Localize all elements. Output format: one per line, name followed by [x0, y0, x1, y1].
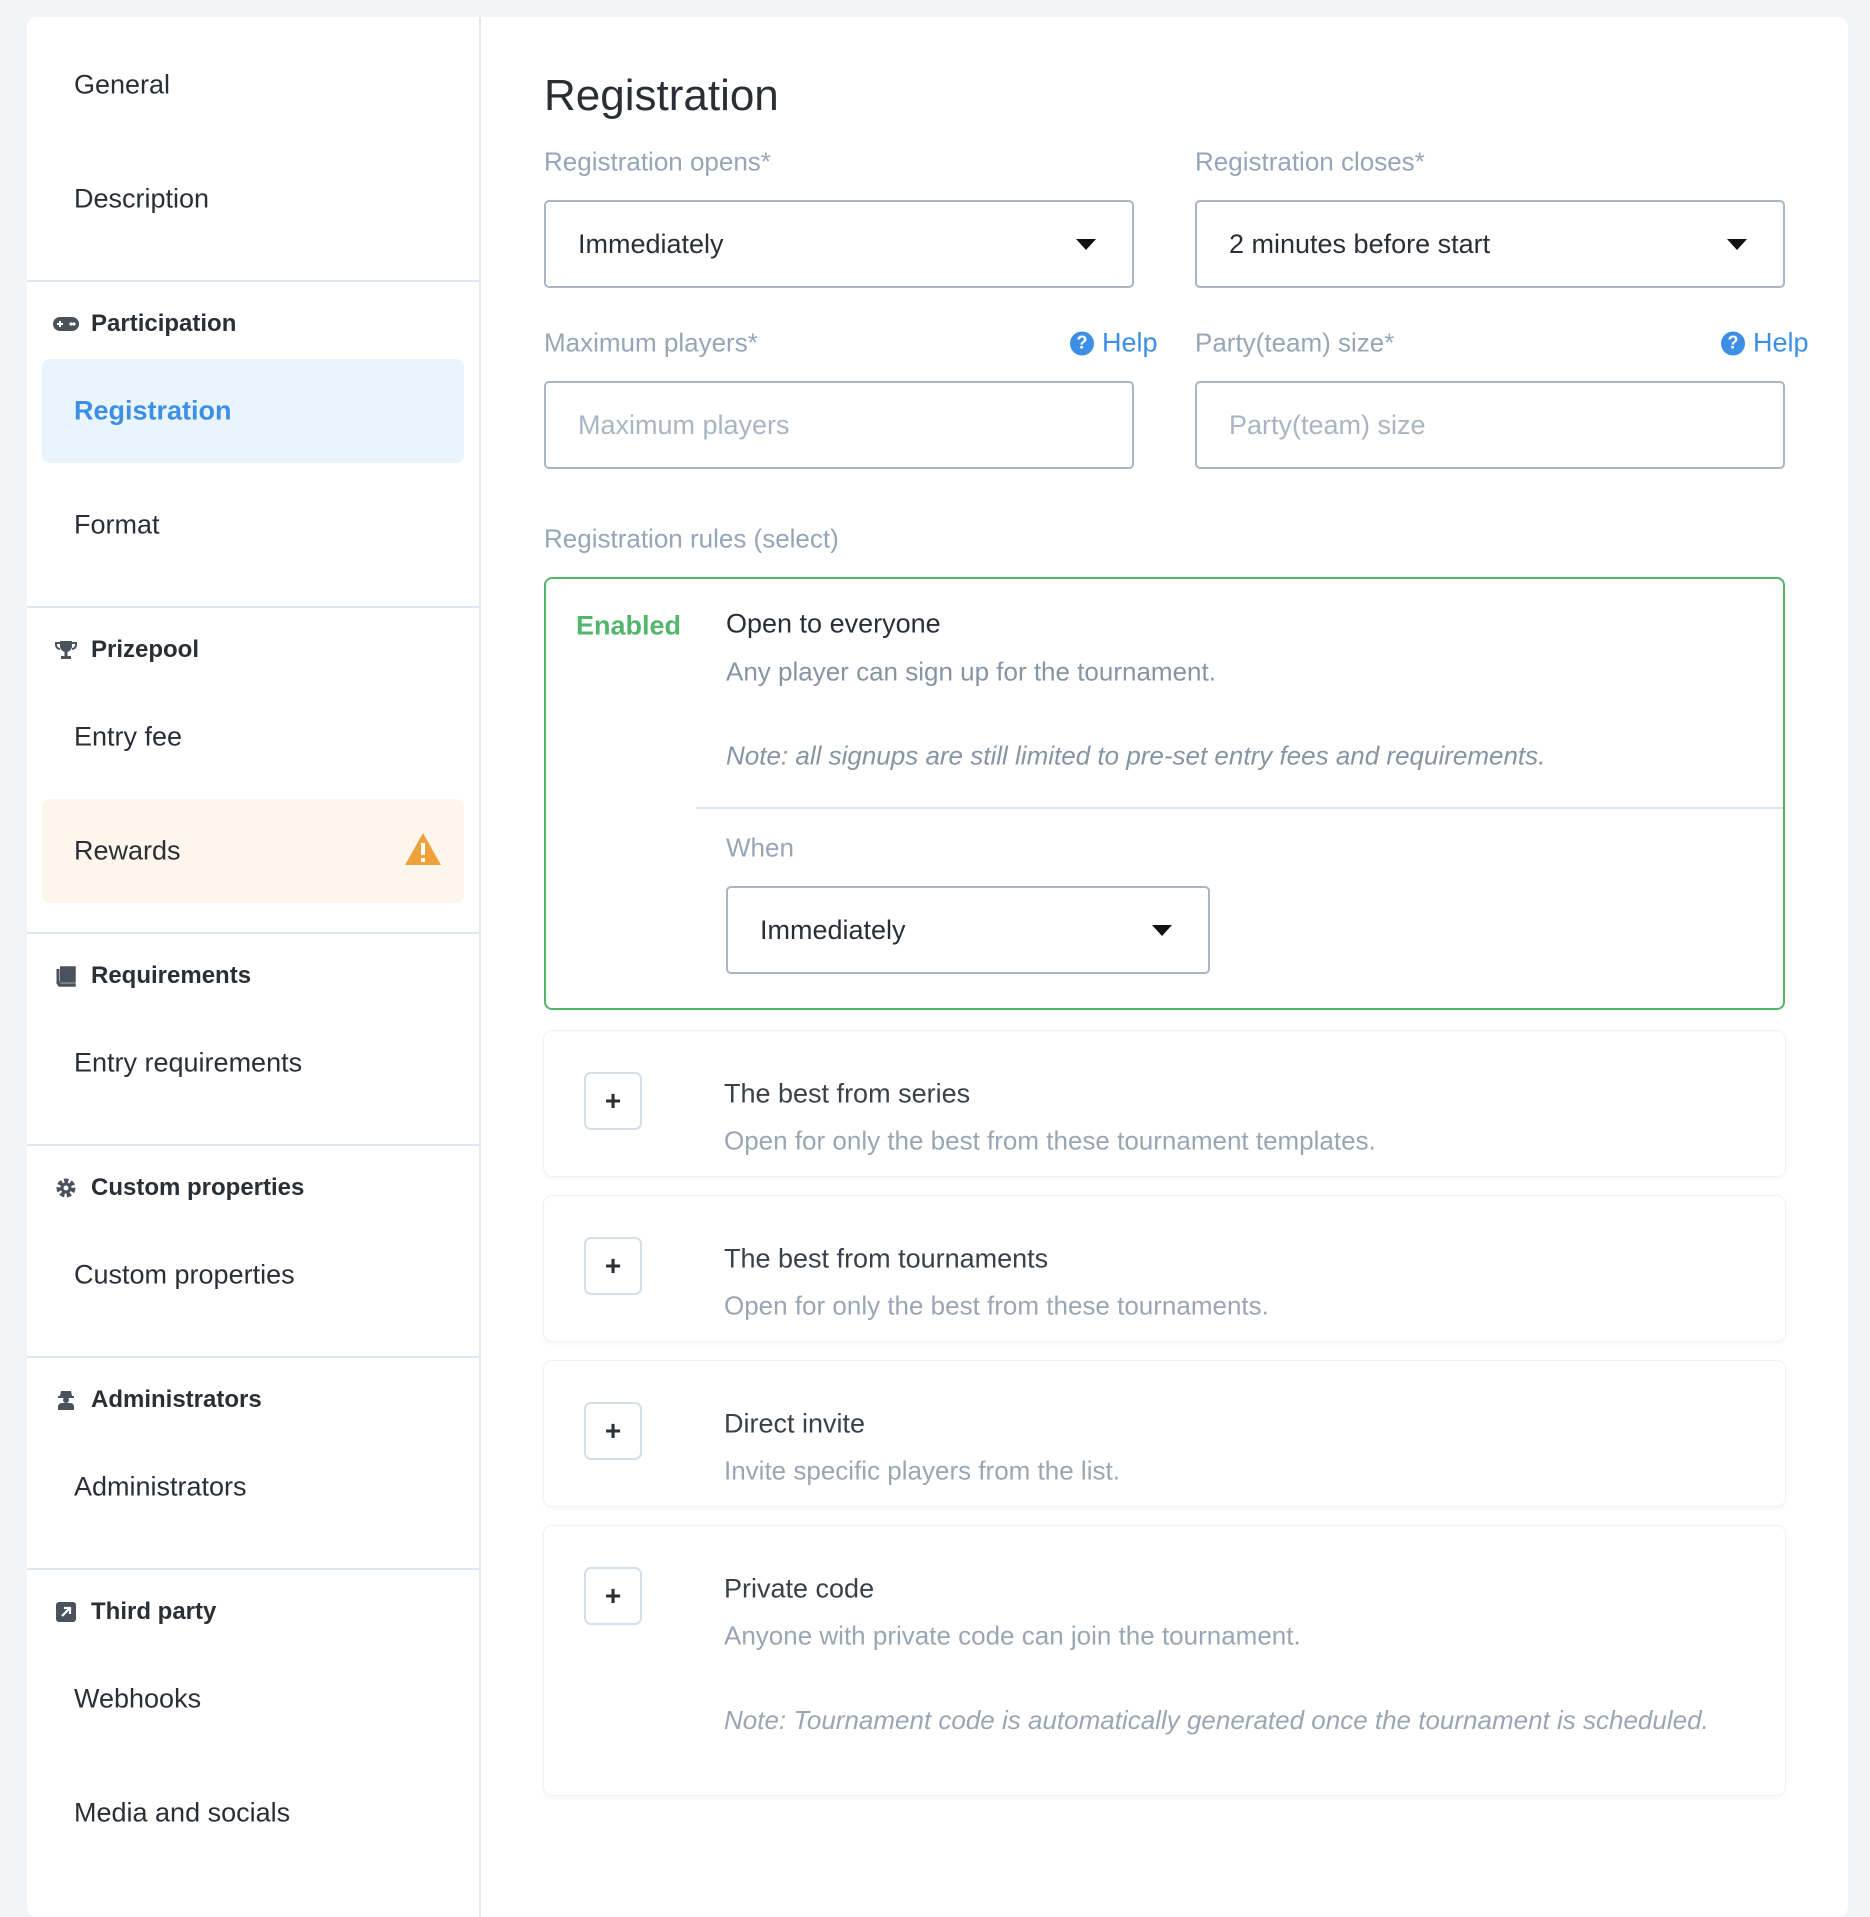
max-players-help-link[interactable]: ? Help: [1070, 328, 1158, 359]
divider: [696, 807, 1783, 809]
divider: [27, 1144, 479, 1146]
registration-rules-label: Registration rules (select): [544, 523, 839, 554]
group-title: Administrators: [91, 1386, 262, 1413]
sidebar-item-rewards[interactable]: Rewards: [74, 835, 181, 866]
group-title: Third party: [91, 1598, 217, 1625]
gear-icon: [56, 1178, 76, 1198]
max-players-label: Maximum players*: [544, 327, 758, 358]
group-requirements: Requirements: [53, 962, 251, 990]
group-custom-properties: Custom properties: [53, 1174, 304, 1202]
selected-value: Immediately: [578, 228, 724, 259]
help-label: Help: [1753, 327, 1809, 358]
caret-down-icon: [1076, 239, 1096, 250]
registration-opens-label: Registration opens*: [544, 146, 771, 177]
sidebar: General Description Participation Regist…: [27, 17, 481, 1917]
sidebar-item-general[interactable]: General: [74, 69, 171, 100]
sidebar-item-registration[interactable]: Registration: [74, 395, 232, 426]
rule-best-from-series: + The best from series Open for only the…: [544, 1031, 1785, 1176]
rule-direct-invite: + Direct invite Invite specific players …: [544, 1361, 1785, 1506]
group-participation: Participation: [53, 310, 236, 338]
rule-title: The best from series: [724, 1078, 971, 1109]
rule-note: Note: Tournament code is automatically g…: [724, 1705, 1709, 1735]
group-title: Requirements: [91, 962, 252, 989]
group-title: Prizepool: [91, 636, 200, 663]
group-title: Participation: [91, 310, 237, 337]
rule-note: Note: all signups are still limited to p…: [726, 740, 1546, 771]
add-rule-button[interactable]: +: [584, 1237, 642, 1295]
rule-description: Anyone with private code can join the to…: [724, 1620, 1301, 1651]
rule-open-to-everyone[interactable]: Enabled Open to everyone Any player can …: [544, 577, 1785, 1010]
sidebar-item-registration-active[interactable]: [42, 359, 464, 463]
registration-opens-select[interactable]: Immediately: [544, 200, 1134, 288]
party-size-help-link[interactable]: ? Help: [1721, 328, 1809, 359]
plus-icon: +: [604, 1580, 622, 1611]
divider: [27, 1568, 479, 1570]
sidebar-item-rewards-bg[interactable]: [42, 799, 464, 903]
add-rule-button[interactable]: +: [584, 1567, 642, 1625]
sidebar-item-entry-fee[interactable]: Entry fee: [74, 721, 183, 752]
caret-down-icon: [1152, 925, 1172, 936]
user-secret-icon: [58, 1391, 74, 1410]
divider: [27, 606, 479, 608]
external-link-icon: [56, 1602, 76, 1622]
plus-icon: +: [604, 1085, 622, 1116]
add-rule-button[interactable]: +: [584, 1072, 642, 1130]
registration-closes-select[interactable]: 2 minutes before start: [1195, 200, 1785, 288]
sidebar-item-description[interactable]: Description: [74, 183, 210, 214]
group-third-party: Third party: [53, 1598, 216, 1626]
group-title: Custom properties: [91, 1174, 305, 1201]
question-circle-icon: ?: [1721, 331, 1745, 355]
rule-private-code: + Private code Anyone with private code …: [544, 1526, 1785, 1795]
question-circle-icon: ?: [1070, 331, 1094, 355]
page-title: Registration: [544, 71, 779, 120]
divider: [27, 280, 479, 282]
sidebar-item-media-and-socials[interactable]: Media and socials: [74, 1797, 291, 1828]
caret-down-icon: [1727, 239, 1747, 250]
plus-icon: +: [604, 1250, 622, 1281]
registration-closes-label: Registration closes*: [1195, 146, 1425, 177]
add-rule-button[interactable]: +: [584, 1402, 642, 1460]
plus-icon: +: [604, 1415, 622, 1446]
gamepad-icon: [53, 317, 79, 331]
rule-description: Any player can sign up for the tournamen…: [726, 656, 1216, 687]
rule-description: Open for only the best from these tourna…: [724, 1290, 1269, 1321]
when-label: When: [726, 832, 794, 863]
when-select[interactable]: Immediately: [726, 886, 1210, 974]
rule-title: Open to everyone: [726, 608, 941, 639]
divider: [27, 1356, 479, 1358]
sidebar-item-entry-requirements[interactable]: Entry requirements: [74, 1047, 303, 1078]
sidebar-item-administrators[interactable]: Administrators: [74, 1471, 247, 1502]
enabled-badge: Enabled: [576, 610, 682, 641]
group-administrators: Administrators: [53, 1386, 262, 1414]
divider: [27, 932, 479, 934]
help-label: Help: [1102, 327, 1158, 358]
rule-title: The best from tournaments: [724, 1243, 1049, 1274]
party-size-input[interactable]: Party(team) size: [1195, 381, 1785, 469]
book-icon: [56, 966, 76, 987]
settings-card: General Description Participation Regist…: [27, 17, 1848, 1917]
rule-description: Open for only the best from these tourna…: [724, 1125, 1376, 1156]
selected-value: 2 minutes before start: [1229, 228, 1491, 259]
sidebar-item-custom-properties[interactable]: Custom properties: [74, 1259, 295, 1290]
sidebar-item-format[interactable]: Format: [74, 509, 160, 540]
sidebar-item-webhooks[interactable]: Webhooks: [74, 1683, 202, 1714]
trophy-icon: [55, 641, 77, 659]
max-players-input[interactable]: Maximum players: [544, 381, 1134, 469]
warning-icon: [405, 833, 441, 865]
selected-value: Immediately: [760, 914, 906, 945]
rule-description: Invite specific players from the list.: [724, 1455, 1120, 1486]
rule-title: Direct invite: [724, 1408, 866, 1439]
rule-best-from-tournaments: + The best from tournaments Open for onl…: [544, 1196, 1785, 1341]
party-size-label: Party(team) size*: [1195, 327, 1395, 358]
group-prizepool: Prizepool: [53, 636, 199, 664]
rule-title: Private code: [724, 1573, 875, 1604]
